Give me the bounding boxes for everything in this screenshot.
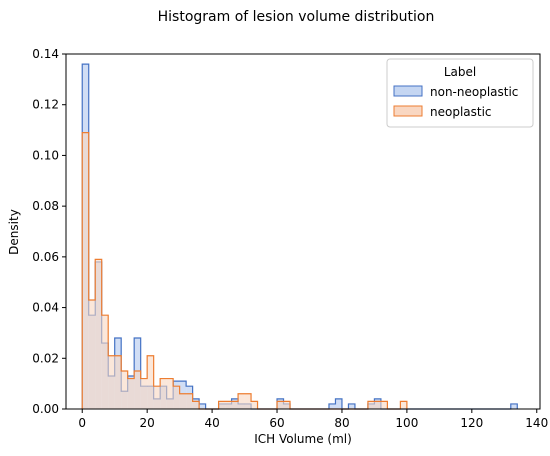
x-axis-label: ICH Volume (ml) [254,432,352,446]
x-tick-label: 120 [460,416,483,430]
bar-neoplastic-44 [367,401,375,409]
bar-neoplastic-45 [374,401,381,409]
bar-neoplastic-5 [114,355,122,409]
bar-neoplastic-24 [238,393,245,409]
bar-neoplastic-9 [140,378,148,409]
legend-label-neoplastic: neoplastic [430,105,492,119]
bar-neoplastic-21 [218,401,226,409]
chart-title: Histogram of lesion volume distribution [158,9,435,25]
y-tick-label: 0.14 [32,47,59,61]
legend-swatch-neoplastic [393,105,423,117]
series-outline-neoplastic [81,132,408,410]
y-tick-label: 0.06 [32,250,59,264]
bar-neoplastic-23 [231,401,239,409]
bar-neoplastic-46 [380,401,388,409]
legend-title: Label [444,65,476,79]
bar-neoplastic-12 [160,378,167,409]
bar-neoplastic-11 [153,386,161,409]
bar-neoplastic-14 [173,386,180,409]
y-tick-label: 0.00 [32,402,59,416]
x-axis-ticks: 0 20 40 60 80 100 120 140 [78,409,548,430]
y-tick-label: 0.10 [32,148,59,162]
legend-label-non-neoplastic: non-neoplastic [430,85,518,99]
bar-non-neoplastic-18 [199,403,206,409]
bar-neoplastic-8 [134,370,141,409]
bar-neoplastic-0 [82,132,89,409]
y-tick-label: 0.12 [32,98,59,112]
bar-neoplastic-13 [166,378,174,409]
x-tick-label: 100 [395,416,418,430]
legend-box [386,58,534,128]
bar-non-neoplastic-39 [335,398,342,409]
bar-non-neoplastic-41 [348,403,355,409]
x-tick-label: 140 [525,416,548,430]
bar-neoplastic-26 [251,401,258,409]
bar-neoplastic-3 [101,315,109,409]
series-neoplastic [81,132,408,410]
bar-neoplastic-22 [225,401,232,409]
y-tick-label: 0.02 [32,351,59,365]
y-tick-label: 0.04 [32,301,59,315]
bar-neoplastic-17 [192,401,200,409]
bar-non-neoplastic-66 [510,403,518,409]
bar-neoplastic-30 [277,401,284,409]
series-fill-neoplastic [82,132,407,409]
bar-neoplastic-2 [95,259,102,409]
bar-neoplastic-10 [147,355,154,409]
bar-neoplastic-49 [400,401,407,409]
bar-neoplastic-6 [121,370,128,409]
y-axis-label: Density [7,209,21,255]
bar-neoplastic-1 [88,299,96,409]
y-axis-ticks: 0.00 0.02 0.04 0.06 0.08 0.10 0.12 0.14 [32,47,66,416]
plot-frame [65,53,541,410]
x-tick-label: 80 [334,416,349,430]
x-tick-label: 0 [78,416,86,430]
x-tick-label: 20 [140,416,155,430]
bar-neoplastic-7 [127,378,135,409]
y-tick-label: 0.08 [32,199,59,213]
bar-neoplastic-25 [244,393,252,409]
bar-neoplastic-31 [283,401,291,409]
legend: Label non-neoplastic neoplastic [386,58,534,128]
bar-neoplastic-4 [108,355,115,409]
bar-neoplastic-16 [186,393,193,409]
x-tick-label: 60 [269,416,284,430]
legend-swatch-non-neoplastic [393,85,423,97]
x-tick-label: 40 [204,416,219,430]
bar-non-neoplastic-38 [328,403,336,409]
bar-neoplastic-15 [179,393,187,409]
